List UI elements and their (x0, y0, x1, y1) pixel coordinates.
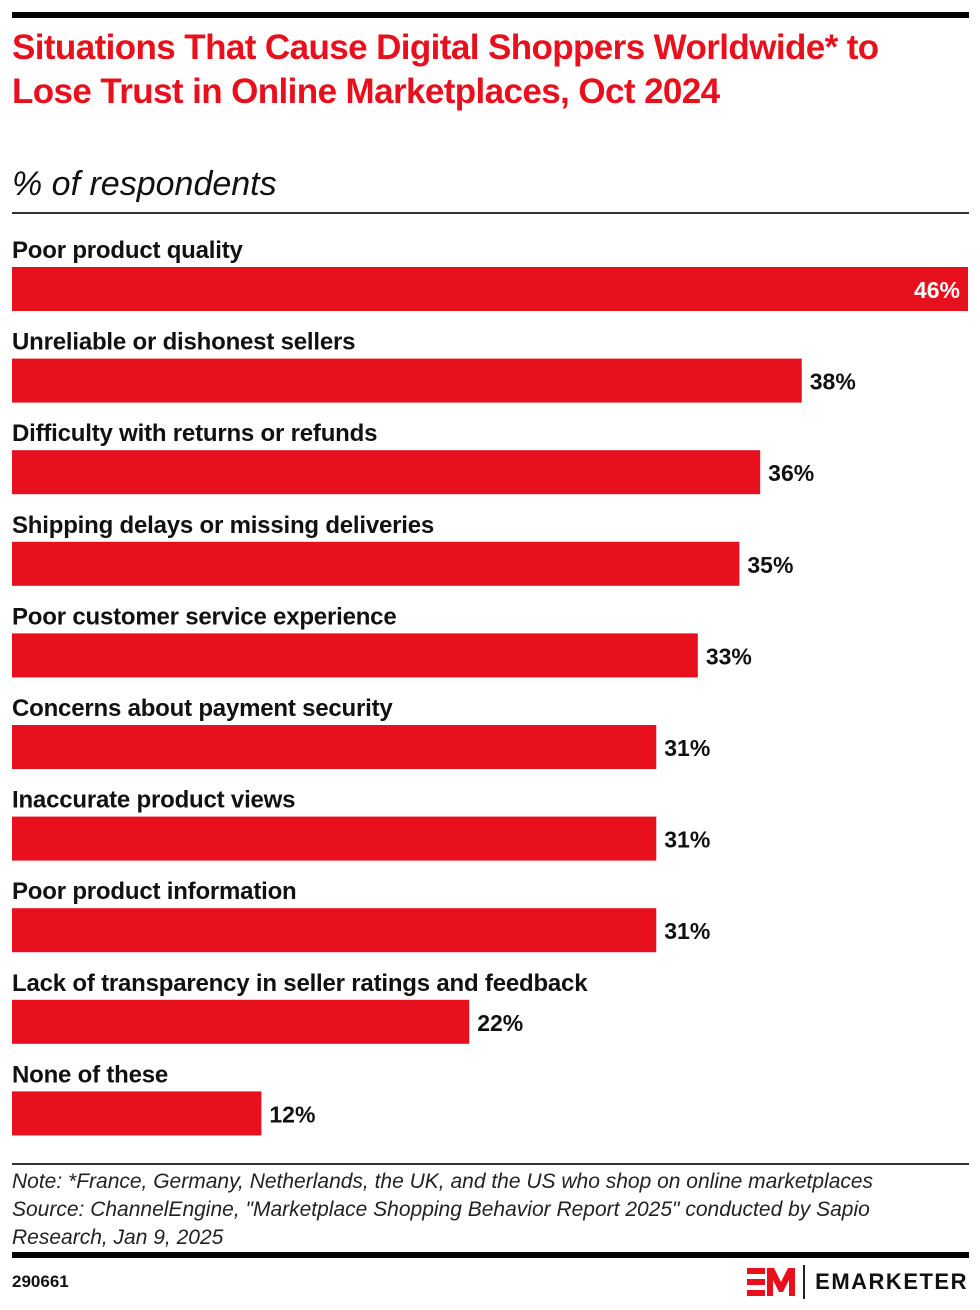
bar (12, 1091, 262, 1136)
bar (12, 816, 657, 861)
category-label: Poor product information (12, 878, 297, 905)
data-label: 38% (810, 369, 856, 395)
category-label: None of these (12, 1061, 168, 1088)
data-label: 31% (664, 735, 710, 761)
brand-divider (803, 1265, 806, 1299)
category-label: Lack of transparency in seller ratings a… (12, 970, 588, 997)
bar (12, 999, 470, 1044)
data-label: 35% (747, 552, 793, 578)
category-label: Shipping delays or missing deliveries (12, 512, 434, 539)
data-label: 22% (477, 1010, 523, 1036)
bar (12, 450, 761, 495)
data-label: 31% (664, 918, 710, 944)
data-label: 36% (768, 460, 814, 486)
bar (12, 908, 657, 953)
category-label: Poor product quality (12, 237, 244, 264)
bar (12, 725, 657, 769)
source-text-line2: Research, Jan 9, 2025 (12, 1226, 224, 1249)
notes-rule (12, 1163, 969, 1165)
chart-id: 290661 (12, 1272, 69, 1291)
brand-logo: EMARKETER (747, 1265, 968, 1299)
note-text: Note: *France, Germany, Netherlands, the… (12, 1170, 874, 1193)
bottom-rule (12, 1252, 969, 1258)
data-label: 31% (664, 827, 710, 853)
category-label: Difficulty with returns or refunds (12, 420, 377, 447)
top-rule (12, 12, 969, 18)
category-label: Inaccurate product views (12, 787, 295, 814)
data-label: 46% (914, 277, 960, 303)
source-text-line1: Source: ChannelEngine, "Marketplace Shop… (12, 1198, 870, 1221)
category-label: Poor customer service experience (12, 603, 396, 630)
bar (12, 358, 802, 403)
bar-chart: Poor product quality 46% Unreliable or dis… (12, 237, 968, 1136)
data-label: 12% (269, 1101, 315, 1127)
bar (12, 267, 968, 311)
bar (12, 541, 740, 586)
bar (12, 633, 698, 678)
chart-subtitle: % of respondents (12, 165, 277, 203)
chart-title: Situations That Cause Digital Shoppers W… (12, 28, 879, 111)
category-label: Unreliable or dishonest sellers (12, 329, 355, 356)
em-logo-icon (747, 1268, 796, 1296)
brand-name: EMARKETER (815, 1269, 968, 1294)
data-label: 33% (706, 643, 752, 669)
category-label: Concerns about payment security (12, 695, 393, 722)
chart-notes: Note: *France, Germany, Netherlands, the… (12, 1168, 972, 1252)
subtitle-rule (12, 212, 969, 214)
